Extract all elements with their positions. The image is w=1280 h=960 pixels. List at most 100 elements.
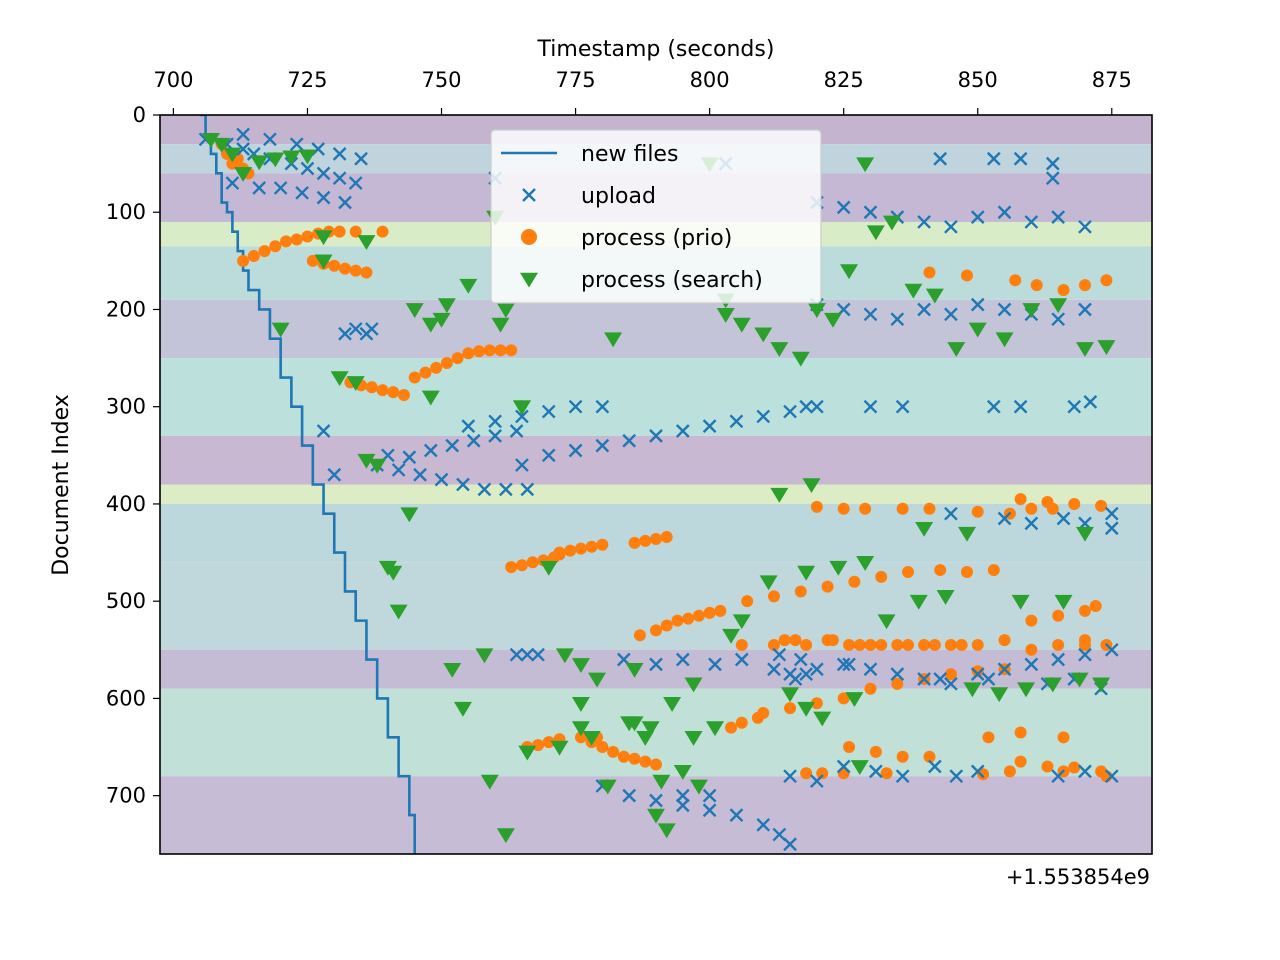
upload-point: [783, 837, 797, 852]
process-search-point: [625, 716, 644, 732]
process-prio-point: [864, 638, 877, 651]
upload-point: [622, 433, 637, 448]
process-search-point: [689, 779, 708, 795]
process-search-point: [1070, 672, 1089, 688]
process-prio-point: [628, 752, 641, 765]
process-search-point: [475, 648, 494, 664]
process-search-point: [443, 662, 462, 678]
upload-point: [675, 798, 690, 813]
process-search-point: [480, 774, 499, 790]
y-tick-label: 300: [106, 395, 146, 419]
upload-point: [708, 657, 722, 672]
upload-point: [836, 759, 851, 774]
upload-point: [316, 190, 331, 205]
legend[interactable]: new files upload process (prio) process (se…: [490, 129, 822, 304]
process-prio-point: [1025, 614, 1038, 627]
process-prio-point: [1057, 284, 1070, 297]
process-prio-point: [692, 609, 705, 622]
upload-point: [944, 676, 958, 691]
process-prio-point: [494, 344, 507, 357]
process-prio-point: [462, 347, 475, 360]
upload-point: [456, 477, 470, 492]
upload-point: [944, 307, 958, 322]
process-search-point: [823, 312, 842, 328]
process-prio-point: [237, 254, 250, 267]
upload-point: [1013, 399, 1028, 414]
process-prio-point: [660, 531, 673, 544]
upload-point: [890, 667, 905, 681]
process-prio-point: [961, 269, 974, 282]
upload-point: [729, 414, 744, 429]
process-prio-point: [387, 386, 400, 399]
y-tick-label: 700: [106, 784, 146, 808]
process-prio-point: [301, 230, 314, 243]
process-prio-point: [971, 638, 984, 651]
upload-point: [1078, 647, 1092, 662]
process-search-point: [314, 230, 333, 246]
process-prio-point: [1009, 274, 1022, 287]
legend-label: new files: [581, 142, 678, 167]
process-prio-point: [961, 566, 974, 579]
process-prio-point: [1100, 274, 1113, 287]
upload-point: [622, 788, 637, 803]
upload-point: [515, 409, 529, 424]
upload-point: [986, 151, 1001, 166]
upload-point: [986, 399, 1001, 414]
upload-point: [466, 433, 481, 448]
process-prio-point: [574, 542, 587, 555]
process-prio-point: [1030, 279, 1043, 292]
process-prio-point: [650, 532, 662, 545]
process-search-point: [201, 133, 220, 148]
process-prio-point: [280, 235, 293, 248]
process-prio-point: [923, 750, 936, 763]
process-prio-point: [1057, 731, 1070, 744]
process-search-point: [330, 371, 349, 387]
process-search-point: [250, 155, 269, 171]
process-prio-point: [891, 638, 904, 651]
process-prio-point: [923, 502, 936, 515]
process-prio-point: [891, 677, 904, 690]
process-search-point: [571, 696, 590, 712]
upload-point: [702, 803, 717, 818]
process-search-point: [797, 701, 816, 717]
upload-point: [799, 399, 813, 414]
upload-point: [263, 132, 277, 147]
process-prio-point: [473, 345, 486, 358]
process-search-point: [555, 648, 574, 664]
upload-point: [568, 443, 583, 458]
process-search-point: [807, 303, 826, 319]
process-prio-point: [789, 634, 802, 647]
process-search-point: [453, 701, 472, 717]
upload-point: [488, 429, 502, 443]
upload-point: [236, 142, 250, 156]
process-search-point: [212, 137, 231, 153]
upload-point: [756, 817, 771, 832]
upload-point: [520, 482, 535, 497]
process-search-point: [797, 565, 816, 581]
process-search-point: [882, 215, 901, 231]
process-search-point: [357, 453, 376, 469]
upload-point: [997, 511, 1012, 526]
upload-point: [520, 647, 535, 662]
upload-point: [354, 151, 368, 166]
process-search-point: [958, 526, 977, 542]
upload-point: [364, 322, 379, 336]
process-prio-point: [553, 546, 566, 559]
process-prio-point: [767, 638, 780, 651]
upload-point: [863, 205, 878, 220]
upload-point: [772, 827, 787, 842]
process-search-point: [437, 298, 456, 314]
process-search-point: [368, 458, 387, 474]
process-search-point: [625, 662, 644, 678]
new-files-line: [200, 115, 417, 854]
upload-point: [649, 429, 663, 443]
plot-series: [198, 115, 1119, 854]
process-search-point: [722, 628, 741, 644]
process-prio-point: [430, 361, 443, 374]
process-search-point: [925, 288, 944, 304]
upload-point: [531, 647, 545, 662]
process-prio-point: [564, 544, 577, 557]
process-prio-point: [607, 745, 620, 758]
process-search-point: [716, 308, 735, 323]
upload-point: [522, 188, 536, 202]
